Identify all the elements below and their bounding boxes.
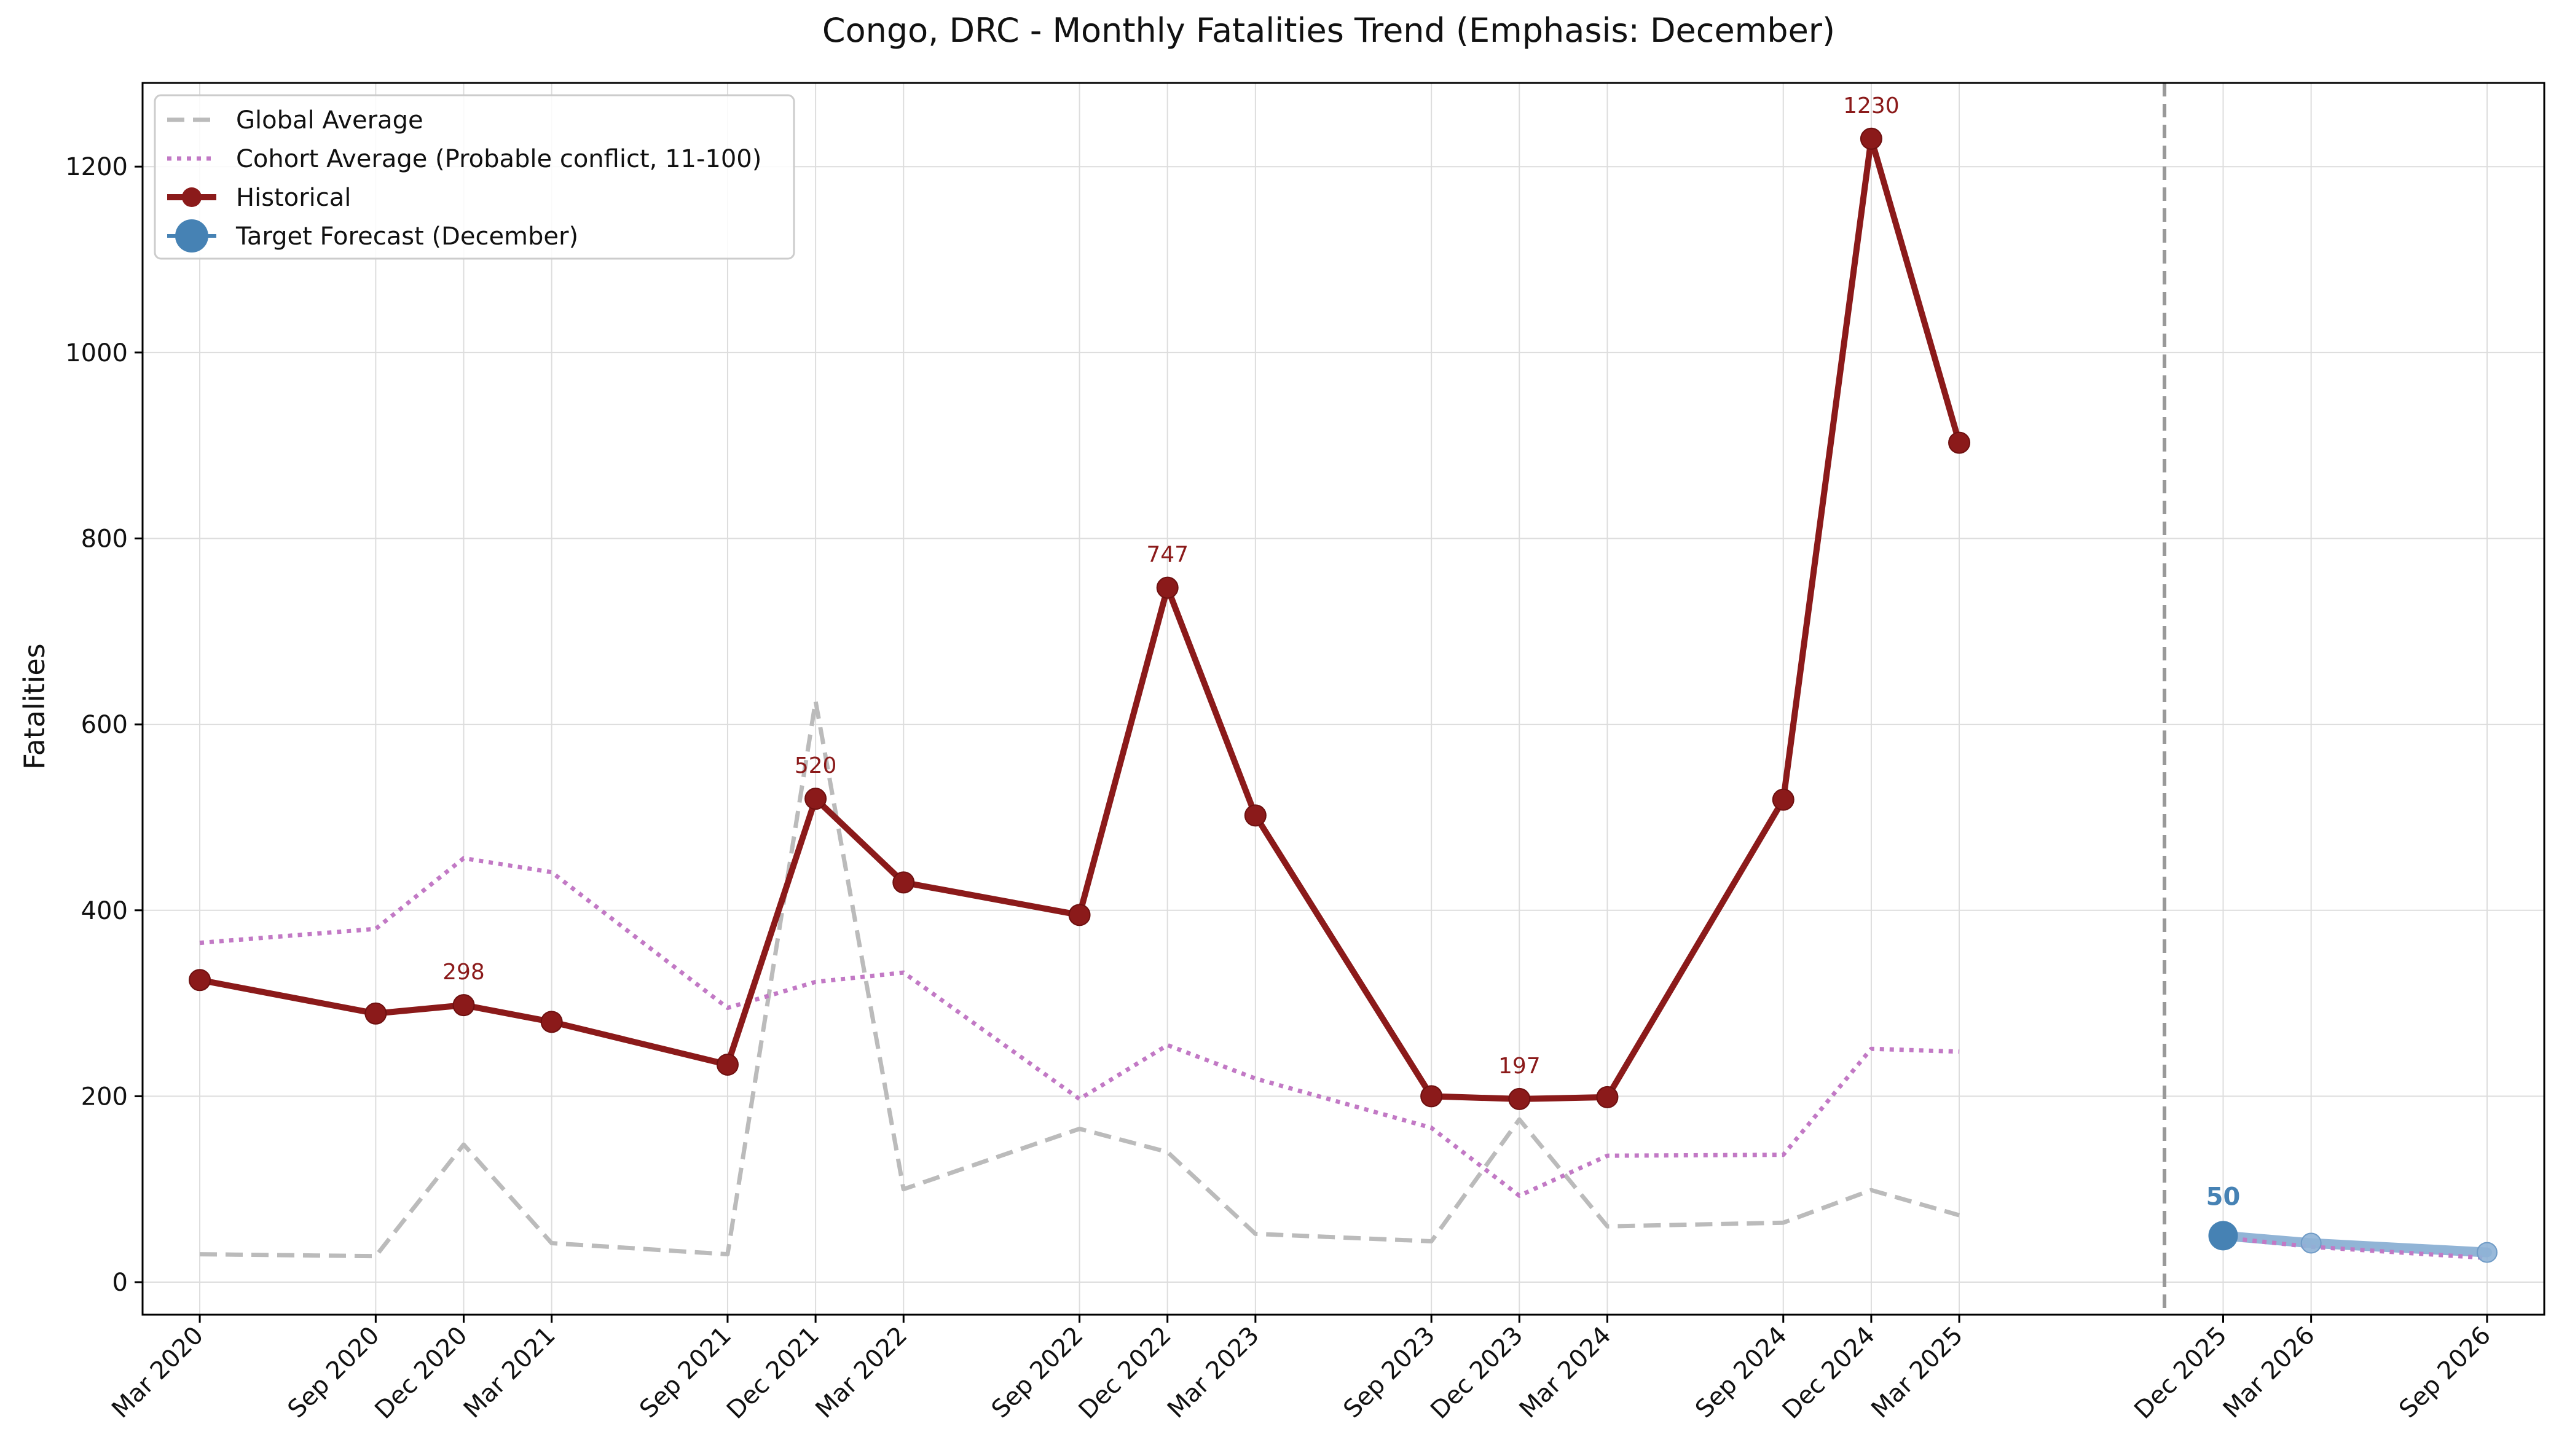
historical-point <box>892 871 915 894</box>
historical-point <box>540 1011 563 1033</box>
series-line-historical <box>197 135 1963 1102</box>
historical-point <box>364 1002 387 1025</box>
y-tick-label: 0 <box>112 1269 128 1297</box>
legend-marker-historical <box>182 187 202 207</box>
historical-point <box>1156 576 1179 599</box>
y-tick-label: 600 <box>81 711 128 739</box>
chart-title: Congo, DRC - Monthly Fatalities Trend (E… <box>822 11 1835 50</box>
historical-point <box>452 994 475 1017</box>
y-tick-label: 1000 <box>65 339 128 367</box>
plot-frame <box>141 82 2545 1316</box>
historical-data-label: 197 <box>1498 1054 1541 1079</box>
historical-point <box>1068 904 1091 926</box>
historical-point <box>804 788 827 810</box>
historical-point <box>716 1053 739 1076</box>
forecast-point-primary <box>2208 1221 2238 1251</box>
legend-label: Global Average <box>236 106 423 135</box>
legend-label: Cohort Average (Probable conflict, 11-10… <box>236 145 761 173</box>
historical-data-label: 298 <box>442 960 485 985</box>
legend-label: Target Forecast (December) <box>235 222 578 251</box>
historical-point <box>1420 1085 1443 1108</box>
series-line-cohort-average <box>199 856 1960 1198</box>
legend-label: Historical <box>236 184 351 212</box>
grid-lines <box>143 83 2544 1315</box>
y-tick-label: 200 <box>81 1082 128 1111</box>
legend-box <box>154 94 795 260</box>
forecast-point <box>2300 1232 2322 1254</box>
y-tick-label: 800 <box>81 525 128 553</box>
y-tick-label: 1200 <box>65 153 128 181</box>
legend: Global Average Cohort Average (Probable c… <box>154 94 795 260</box>
historical-point <box>189 969 211 992</box>
historical-point <box>1772 788 1794 811</box>
forecast-point <box>2476 1242 2498 1263</box>
historical-point <box>1860 127 1882 150</box>
historical-point <box>1244 804 1267 827</box>
historical-data-label: 747 <box>1146 542 1189 568</box>
historical-data-label: 520 <box>795 753 837 778</box>
series-group: 50 298 520 747 197 1230 <box>189 93 2498 1263</box>
y-tick-label: 400 <box>81 897 128 925</box>
series-line-global-average <box>199 699 1960 1259</box>
historical-point <box>1596 1086 1619 1108</box>
historical-point <box>1508 1087 1531 1110</box>
y-axis-label: Fatalities <box>18 643 51 769</box>
historical-data-label: 1230 <box>1843 93 1900 119</box>
legend-marker-target-forecast <box>175 219 208 252</box>
historical-point <box>1948 431 1971 454</box>
forecast-data-label: 50 <box>2206 1183 2241 1211</box>
